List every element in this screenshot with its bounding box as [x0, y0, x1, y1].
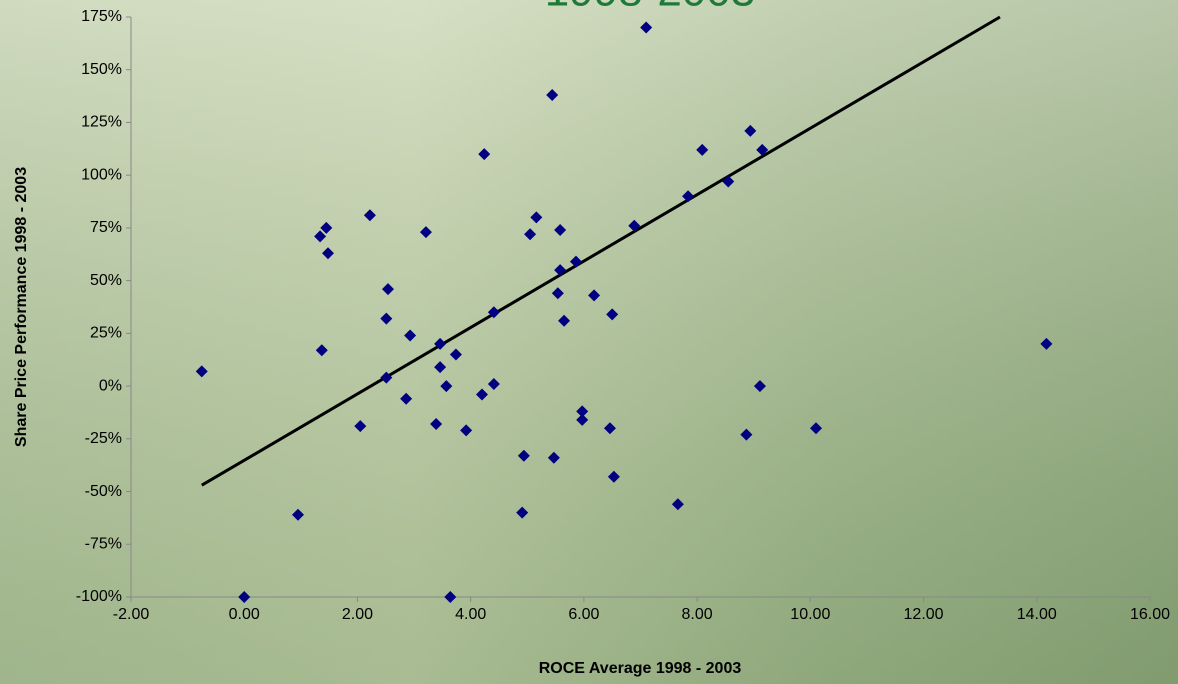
x-tick-label: 12.00: [904, 606, 944, 623]
point: [516, 506, 529, 519]
point: [449, 348, 462, 361]
point: [546, 89, 559, 102]
chart-title: 1998-2003: [545, 0, 755, 16]
point: [606, 308, 619, 321]
point: [404, 329, 417, 342]
point: [434, 361, 447, 374]
point: [382, 283, 395, 296]
point: [380, 371, 393, 384]
y-tick-label: 100%: [81, 166, 122, 183]
y-tick-label: 0%: [99, 377, 122, 394]
x-tick-label: 4.00: [455, 606, 486, 623]
point: [554, 264, 567, 277]
y-tick-label: 150%: [81, 61, 122, 78]
point: [588, 289, 601, 302]
point: [430, 418, 443, 431]
x-tick-label: 2.00: [342, 606, 373, 623]
point: [696, 143, 709, 156]
y-tick-label: -100%: [76, 588, 122, 605]
y-axis-label: Share Price Performance 1998 - 2003: [13, 167, 30, 447]
point: [322, 247, 335, 260]
point: [419, 226, 432, 239]
x-tick-label: 6.00: [568, 606, 599, 623]
point: [354, 420, 367, 433]
point: [487, 377, 500, 390]
point: [603, 422, 616, 435]
x-tick-label: 8.00: [682, 606, 713, 623]
point: [576, 405, 589, 418]
point: [1040, 337, 1053, 350]
y-tick-label: 125%: [81, 114, 122, 131]
point: [554, 224, 567, 237]
x-tick-label: -2.00: [113, 606, 150, 623]
y-tick-label: 50%: [90, 272, 122, 289]
point: [487, 306, 500, 319]
point: [551, 287, 564, 300]
point: [434, 337, 447, 350]
y-tick-label: -25%: [85, 430, 122, 447]
point: [722, 175, 735, 188]
point: [756, 143, 769, 156]
point: [530, 211, 543, 224]
point: [547, 451, 560, 464]
point: [478, 148, 491, 161]
point: [315, 344, 328, 357]
point: [517, 449, 530, 462]
point: [640, 21, 653, 34]
point: [460, 424, 473, 437]
x-tick-label: 0.00: [229, 606, 260, 623]
point: [440, 380, 453, 393]
point: [576, 413, 589, 426]
point: [628, 219, 641, 232]
point: [744, 124, 757, 137]
y-tick-label: -50%: [85, 483, 122, 500]
x-tick-label: 14.00: [1017, 606, 1057, 623]
point: [195, 365, 208, 378]
point: [444, 591, 457, 603]
x-tick-label: 16.00: [1130, 606, 1170, 623]
point: [292, 508, 305, 521]
point: [400, 392, 413, 405]
y-tick-label: -75%: [85, 535, 122, 552]
point: [569, 255, 582, 268]
y-tick-label: 175%: [81, 8, 122, 25]
trendline: [201, 15, 1001, 487]
point: [682, 190, 695, 203]
point: [558, 314, 571, 327]
point: [740, 428, 753, 441]
x-axis-label: ROCE Average 1998 - 2003: [539, 660, 742, 677]
point: [524, 228, 537, 241]
point: [809, 422, 822, 435]
y-tick-label: 75%: [90, 219, 122, 236]
point: [314, 230, 327, 243]
point: [671, 498, 684, 511]
x-tick-label: 10.00: [790, 606, 830, 623]
point: [753, 380, 766, 393]
point: [363, 209, 376, 222]
point: [607, 470, 620, 483]
point: [475, 388, 488, 401]
point: [320, 221, 333, 234]
y-tick-label: 25%: [90, 325, 122, 342]
point: [380, 312, 393, 325]
point: [238, 591, 251, 603]
